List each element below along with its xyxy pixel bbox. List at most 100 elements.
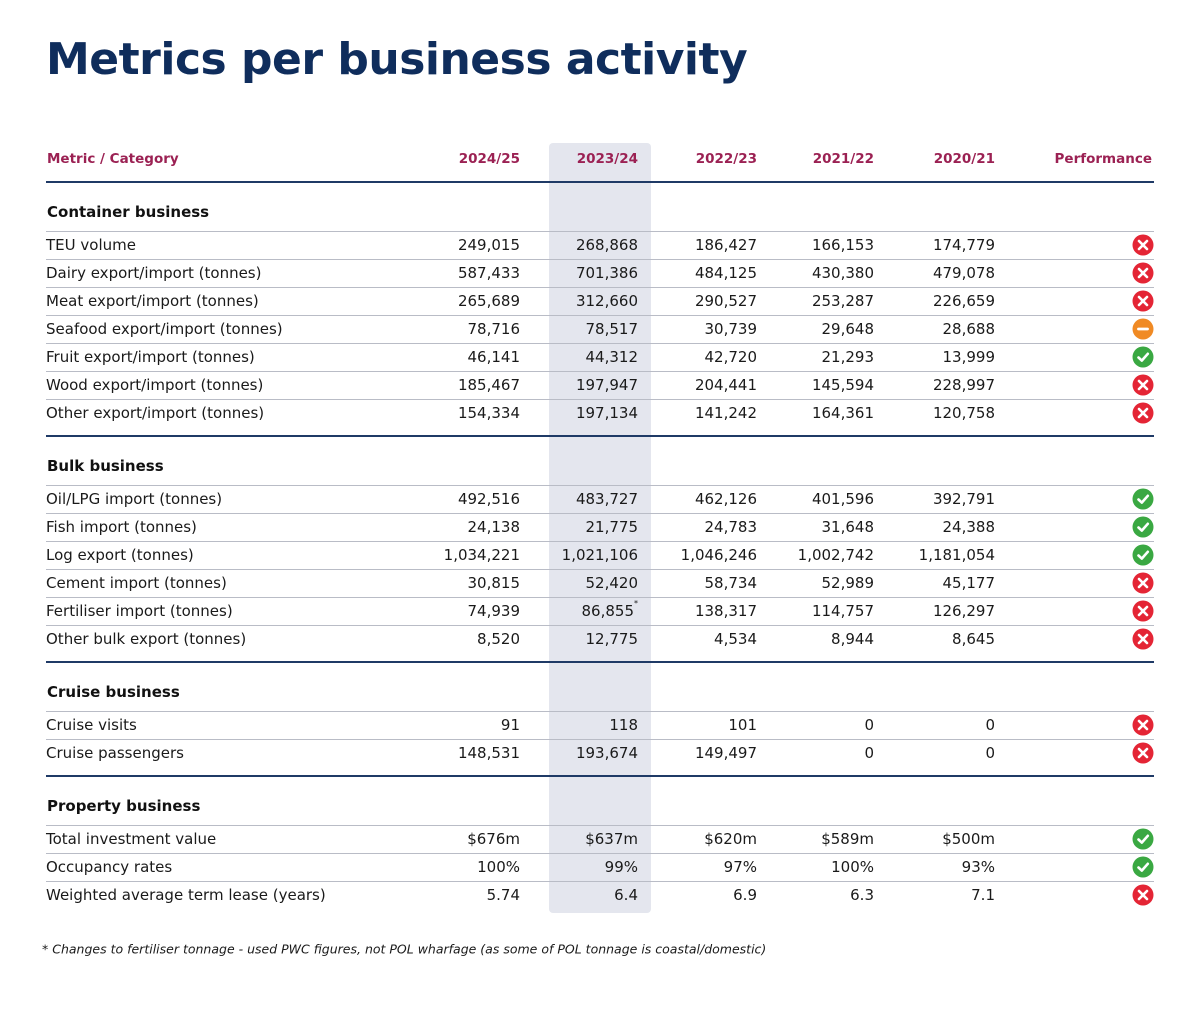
row-label: Fish import (tonnes) bbox=[46, 518, 197, 536]
row-rule bbox=[46, 853, 1154, 854]
cell-value: 197,134 bbox=[575, 404, 638, 422]
cell-value: 5.74 bbox=[486, 886, 520, 904]
performance-icon bbox=[1132, 346, 1154, 368]
cell-value: 29,648 bbox=[821, 320, 875, 338]
performance-icon bbox=[1132, 374, 1154, 396]
cell-value: 126,297 bbox=[932, 602, 995, 620]
cell-value: 24,783 bbox=[704, 518, 758, 536]
performance-icon bbox=[1132, 234, 1154, 256]
cell-value: 249,015 bbox=[457, 236, 520, 254]
cell-value: $620m bbox=[704, 830, 757, 848]
cell-value: 479,078 bbox=[932, 264, 995, 282]
row-label: Fruit export/import (tonnes) bbox=[46, 348, 255, 366]
row-label: Other bulk export (tonnes) bbox=[46, 630, 247, 648]
row-label: Cruise visits bbox=[46, 716, 137, 734]
performance-icon bbox=[1132, 600, 1154, 622]
cell-value: $500m bbox=[942, 830, 995, 848]
column-header: 2022/23 bbox=[695, 151, 757, 167]
cell-value: 148,531 bbox=[457, 744, 520, 762]
cell-value: 228,997 bbox=[932, 376, 995, 394]
cell-value: 265,689 bbox=[457, 292, 520, 310]
cell-value: 45,177 bbox=[942, 574, 996, 592]
cell-value: 1,034,221 bbox=[443, 546, 520, 564]
cell-value: 401,596 bbox=[811, 490, 874, 508]
cell-value: 166,153 bbox=[811, 236, 874, 254]
cell-value: 1,002,742 bbox=[797, 546, 874, 564]
cell-value: 268,868 bbox=[575, 236, 638, 254]
row-label: Meat export/import (tonnes) bbox=[46, 292, 259, 310]
cell-value: 101 bbox=[728, 716, 757, 734]
section-rule bbox=[46, 825, 1154, 826]
cell-value: 99% bbox=[604, 858, 638, 876]
performance-icon bbox=[1132, 318, 1154, 340]
performance-icon bbox=[1132, 856, 1154, 878]
cell-value: 587,433 bbox=[457, 264, 520, 282]
cell-value: 100% bbox=[477, 858, 520, 876]
section-rule bbox=[46, 485, 1154, 486]
row-label: Fertiliser import (tonnes) bbox=[46, 602, 233, 620]
column-header: Metric / Category bbox=[47, 151, 179, 167]
cell-value: 0 bbox=[985, 744, 995, 762]
performance-icon bbox=[1132, 262, 1154, 284]
row-label: Other export/import (tonnes) bbox=[46, 404, 265, 422]
row-label: Log export (tonnes) bbox=[46, 546, 194, 564]
cell-value: 0 bbox=[864, 744, 874, 762]
cell-value: 114,757 bbox=[811, 602, 874, 620]
section-end-rule bbox=[46, 661, 1154, 663]
cell-value: 6.4 bbox=[614, 886, 638, 904]
cell-value: 484,125 bbox=[694, 264, 757, 282]
section-title: Cruise business bbox=[47, 683, 180, 701]
performance-icon bbox=[1132, 402, 1154, 424]
row-label: Wood export/import (tonnes) bbox=[46, 376, 264, 394]
row-rule bbox=[46, 541, 1154, 542]
cell-value: 31,648 bbox=[821, 518, 875, 536]
performance-icon bbox=[1132, 628, 1154, 650]
column-header: Performance bbox=[1054, 151, 1152, 167]
cell-value: 6.3 bbox=[850, 886, 874, 904]
performance-icon bbox=[1132, 572, 1154, 594]
row-rule bbox=[46, 343, 1154, 344]
row-label: Total investment value bbox=[46, 830, 217, 848]
cell-value: 193,674 bbox=[575, 744, 638, 762]
performance-icon bbox=[1132, 516, 1154, 538]
page-title: Metrics per business activity bbox=[46, 34, 748, 85]
cell-value: 118 bbox=[609, 716, 638, 734]
row-rule bbox=[46, 881, 1154, 882]
row-rule bbox=[46, 371, 1154, 372]
cell-value: 0 bbox=[985, 716, 995, 734]
row-label: Cement import (tonnes) bbox=[46, 574, 227, 592]
cell-value: 197,947 bbox=[575, 376, 638, 394]
cell-value: 1,046,246 bbox=[680, 546, 757, 564]
cell-value: 78,716 bbox=[467, 320, 521, 338]
cell-value: 28,688 bbox=[942, 320, 996, 338]
cell-value: 8,520 bbox=[477, 630, 520, 648]
cell-value: 138,317 bbox=[694, 602, 757, 620]
cell-value: 120,758 bbox=[932, 404, 995, 422]
row-label: Seafood export/import (tonnes) bbox=[46, 320, 283, 338]
cell-value: 74,939 bbox=[467, 602, 521, 620]
section-end-rule bbox=[46, 435, 1154, 437]
section-title: Bulk business bbox=[47, 457, 164, 475]
cell-value: 13,999 bbox=[942, 348, 996, 366]
cell-value: 145,594 bbox=[811, 376, 874, 394]
row-rule bbox=[46, 513, 1154, 514]
cell-value: 186,427 bbox=[694, 236, 757, 254]
cell-value: 4,534 bbox=[714, 630, 757, 648]
cell-value: 492,516 bbox=[457, 490, 520, 508]
cell-value: 149,497 bbox=[694, 744, 757, 762]
cell-value: 86,855* bbox=[581, 599, 639, 620]
cell-value: 462,126 bbox=[694, 490, 757, 508]
cell-value: 97% bbox=[723, 858, 757, 876]
cell-value: 58,734 bbox=[704, 574, 758, 592]
cell-value: 226,659 bbox=[932, 292, 995, 310]
cell-value: 430,380 bbox=[811, 264, 874, 282]
cell-value: 185,467 bbox=[457, 376, 520, 394]
cell-value: 30,739 bbox=[704, 320, 758, 338]
cell-value: 30,815 bbox=[467, 574, 521, 592]
row-label: Dairy export/import (tonnes) bbox=[46, 264, 262, 282]
column-header: 2020/21 bbox=[933, 151, 995, 167]
value-text: 86,855 bbox=[581, 602, 635, 620]
column-header: 2024/25 bbox=[458, 151, 520, 167]
performance-icon bbox=[1132, 714, 1154, 736]
